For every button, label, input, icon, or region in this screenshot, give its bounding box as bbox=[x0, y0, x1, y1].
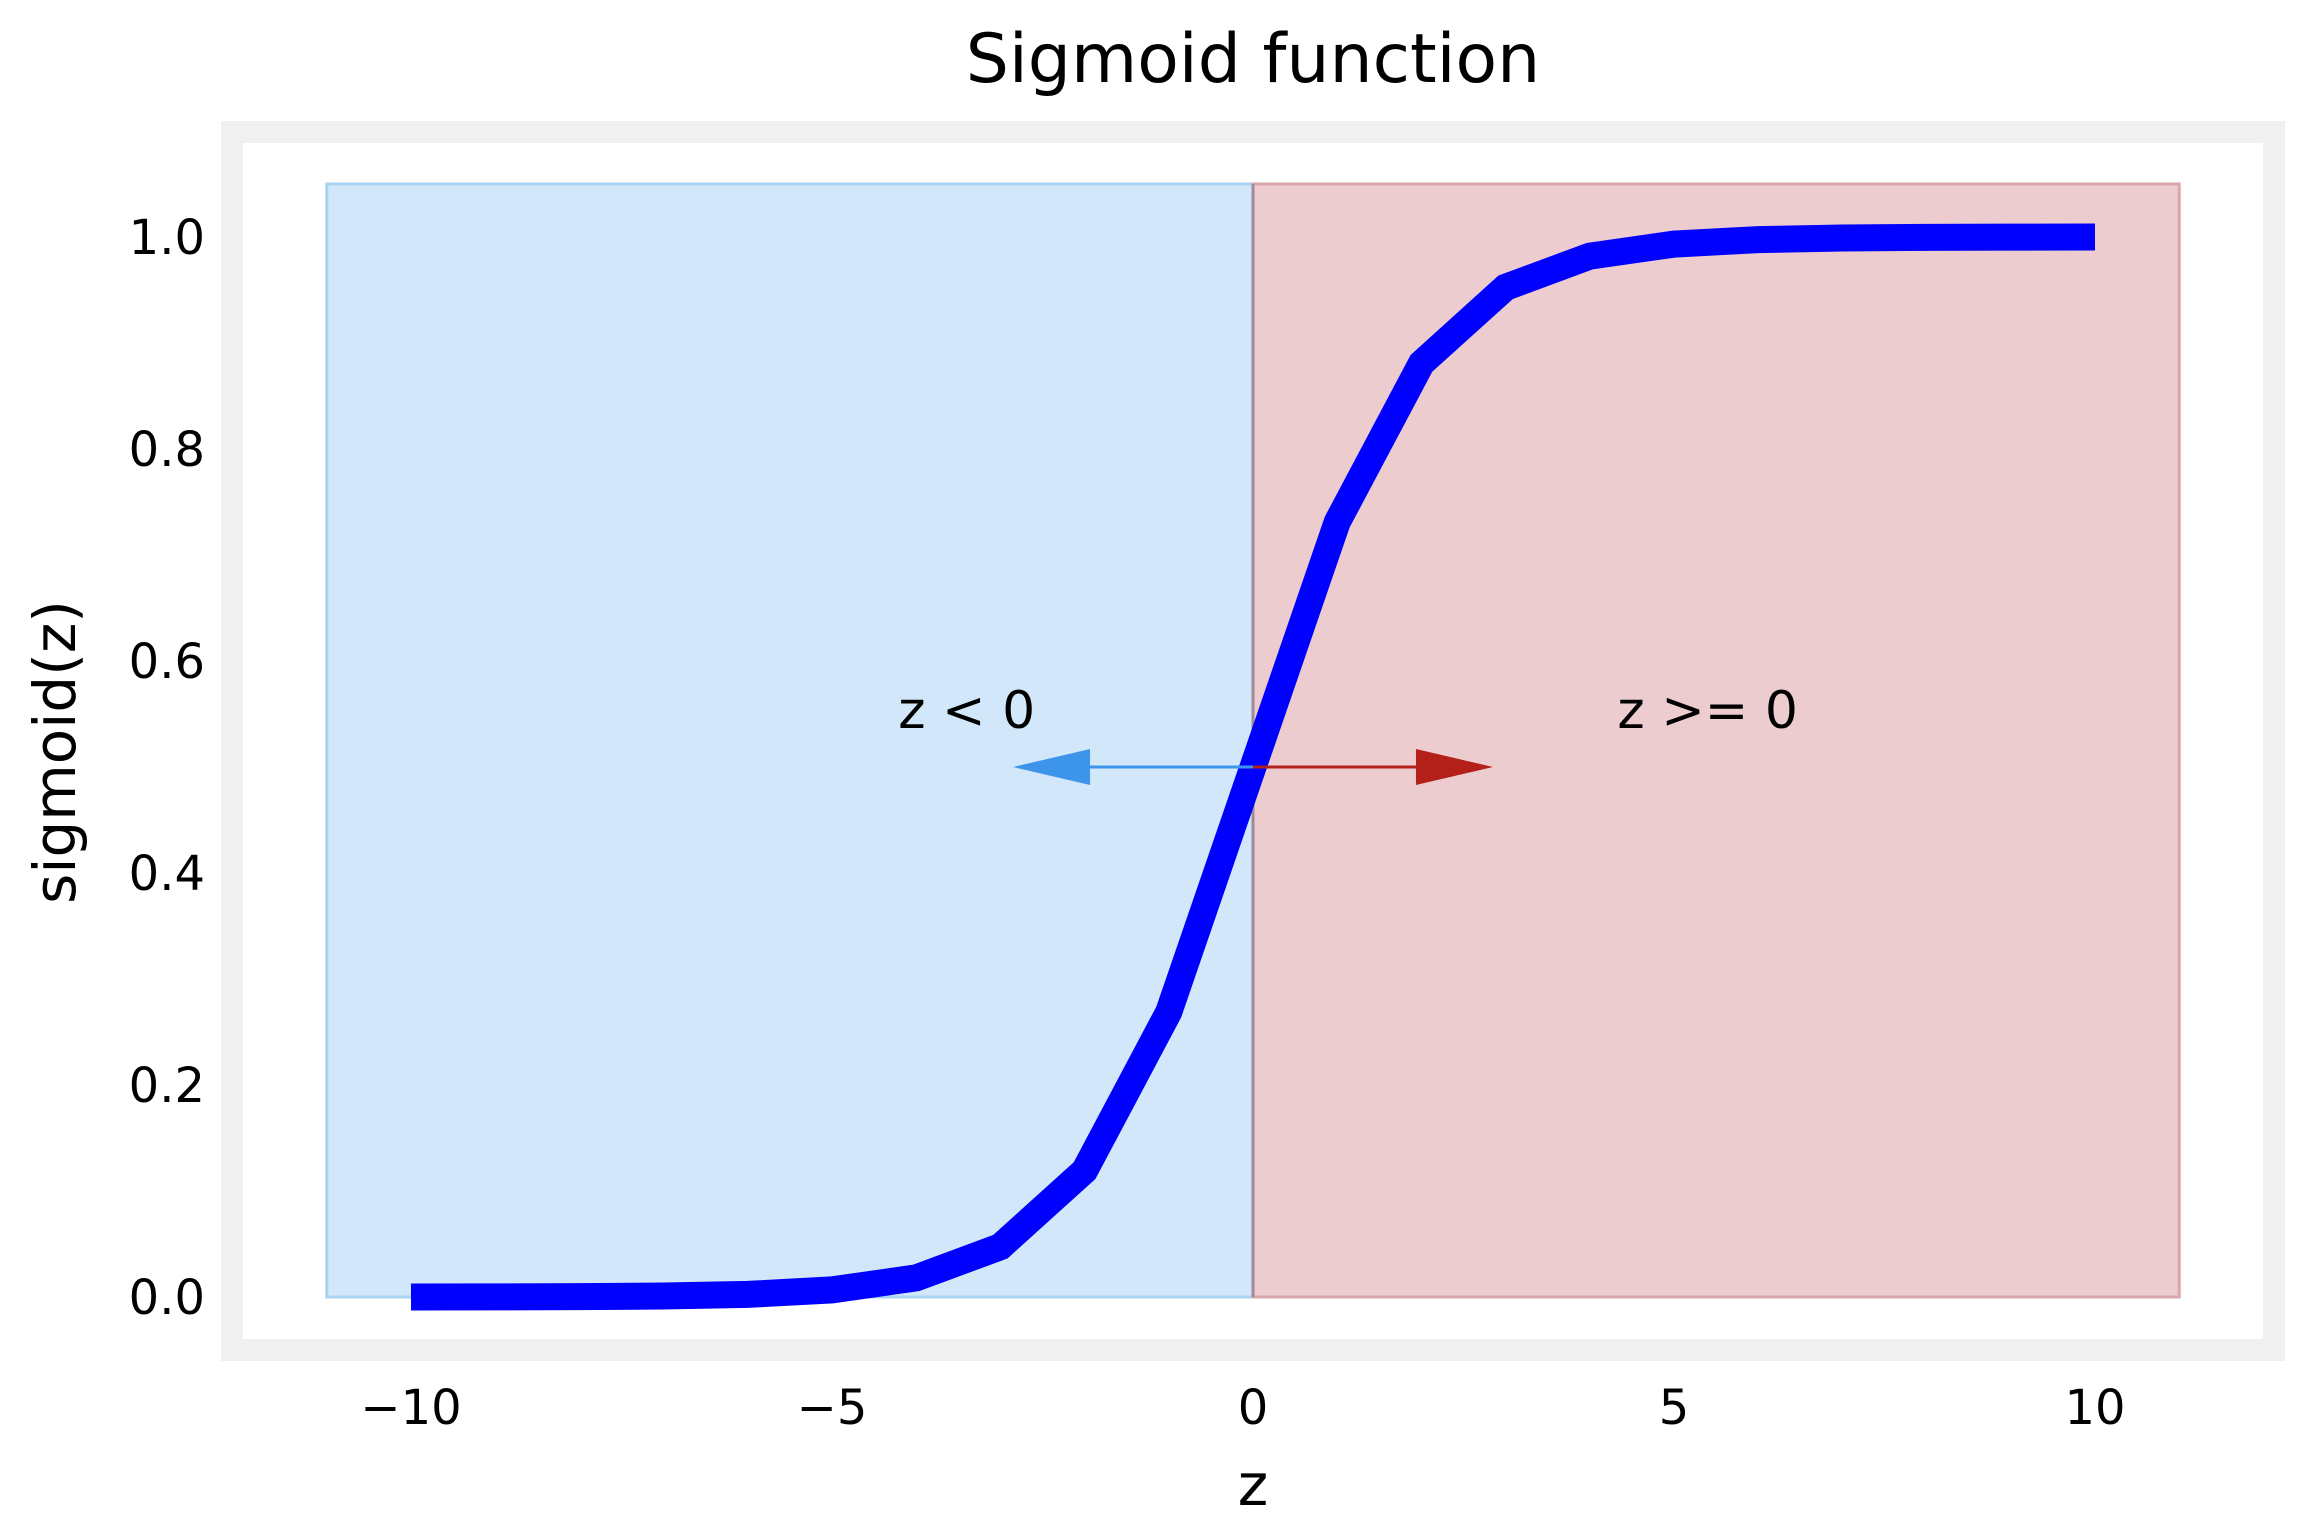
y-ticks-layer: 0.0 0.2 0.4 0.6 0.8 1.0 bbox=[129, 210, 205, 1326]
y-tick-label: 0.2 bbox=[129, 1058, 205, 1114]
x-tick-label: 0 bbox=[1238, 1380, 1269, 1436]
annotation-positive-arrow-head bbox=[1415, 749, 1493, 785]
x-tick-label: −10 bbox=[360, 1380, 461, 1436]
annotation-negative-label: z < 0 bbox=[898, 681, 1035, 741]
y-tick-label: 1.0 bbox=[129, 210, 205, 266]
chart-title: Sigmoid function bbox=[966, 20, 1541, 99]
y-axis-label: sigmoid(z) bbox=[21, 600, 89, 904]
y-tick-label: 0.6 bbox=[129, 634, 205, 690]
annotation-positive-label: z >= 0 bbox=[1617, 681, 1798, 741]
x-ticks-layer: −10 −5 0 5 10 bbox=[360, 1380, 2125, 1436]
x-tick-label: −5 bbox=[797, 1380, 868, 1436]
annotations-layer: z < 0 z >= 0 bbox=[898, 681, 1798, 785]
region-negative bbox=[325, 182, 1255, 1299]
annotation-negative-arrow-head bbox=[1013, 749, 1091, 785]
y-tick-label: 0.4 bbox=[129, 846, 205, 902]
x-tick-label: 5 bbox=[1659, 1380, 1690, 1436]
x-axis-label: z bbox=[1238, 1451, 1268, 1516]
y-tick-label: 0.8 bbox=[129, 422, 205, 478]
x-tick-label: 10 bbox=[2064, 1380, 2125, 1436]
regions-layer bbox=[325, 182, 2181, 1299]
y-tick-label: 0.0 bbox=[129, 1270, 205, 1326]
